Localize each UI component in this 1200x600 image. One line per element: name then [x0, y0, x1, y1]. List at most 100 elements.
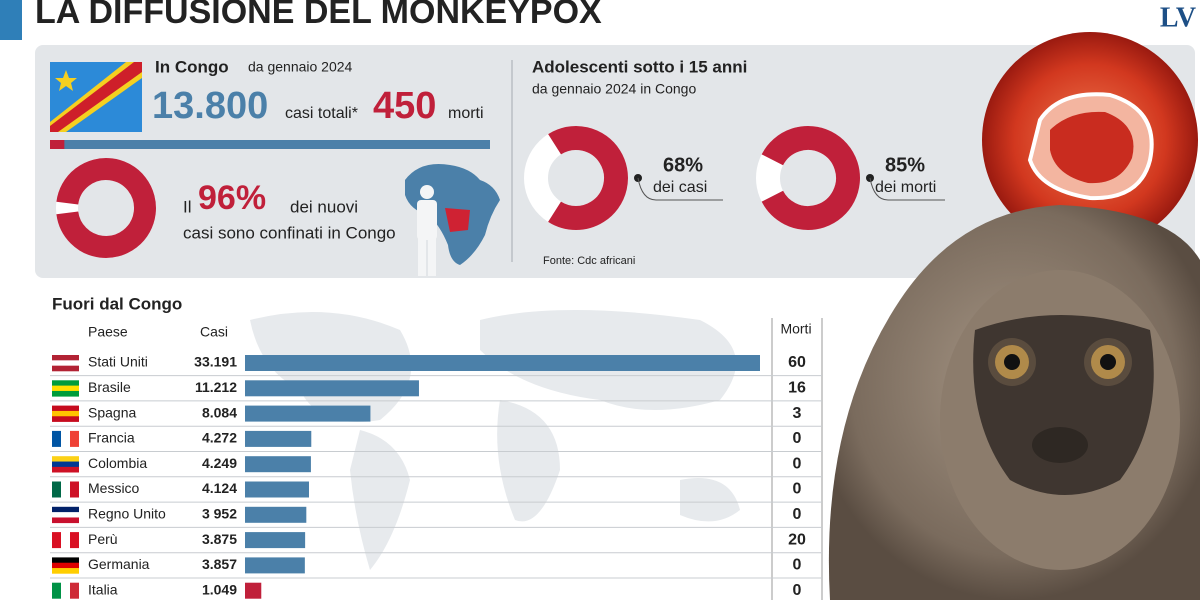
cases-bar	[245, 532, 306, 549]
congo-title: In Congo	[155, 57, 229, 76]
col-deaths: Morti	[780, 321, 811, 337]
cases-bar	[245, 430, 312, 447]
title-accent	[0, 0, 22, 40]
source: Fonte: Cdc africani	[543, 255, 635, 267]
congo-deaths: 450	[373, 85, 436, 127]
title: LA DIFFUSIONE DEL MONKEYPOX	[35, 0, 602, 31]
col-country: Paese	[88, 324, 128, 340]
flag	[52, 466, 79, 473]
flag	[52, 481, 61, 498]
donut-arc	[756, 126, 860, 230]
flag	[52, 517, 79, 524]
virus-image	[982, 32, 1198, 248]
leader-line	[869, 177, 945, 201]
deaths-value: 0	[793, 582, 802, 599]
deaths-value: 0	[793, 506, 802, 523]
flag	[52, 410, 79, 417]
congo-cases: 13.800	[152, 85, 268, 127]
flag	[52, 512, 79, 518]
flag	[70, 582, 79, 599]
share-value: 96%	[198, 179, 266, 217]
cases-bar	[50, 140, 490, 149]
cases-bar	[245, 481, 309, 498]
donut-value: 68%	[663, 154, 703, 176]
donut-text: dei casi	[653, 179, 707, 196]
donut-value: 85%	[885, 154, 925, 176]
leader-line	[637, 177, 723, 201]
deaths-value: 20	[788, 531, 806, 548]
cases-label: 8.084	[202, 404, 237, 420]
flag	[52, 557, 79, 564]
africa-map	[405, 164, 500, 276]
flag	[52, 365, 79, 372]
deaths-value: 0	[793, 455, 802, 472]
col-cases: Casi	[200, 324, 228, 340]
flag	[52, 360, 79, 366]
flag	[61, 481, 70, 498]
flag	[52, 405, 79, 412]
country-name: Italia	[88, 581, 118, 597]
deaths-value: 0	[793, 557, 802, 574]
cases-bar	[245, 506, 307, 523]
country-name: Francia	[88, 430, 135, 446]
flag	[52, 456, 79, 462]
cases-bar	[245, 405, 371, 422]
outside-title: Fuori dal Congo	[52, 294, 182, 313]
country-name: Spagna	[88, 404, 136, 420]
flag	[52, 506, 79, 513]
flag	[52, 380, 79, 386]
share-text-1: dei nuovi	[290, 197, 358, 216]
country-name: Stati Uniti	[88, 354, 148, 370]
donut-text: dei morti	[875, 179, 936, 196]
flag	[70, 532, 79, 549]
flag	[52, 461, 79, 468]
cases-label: 11.212	[195, 379, 237, 395]
flag	[52, 355, 79, 361]
congo-since: da gennaio 2024	[248, 59, 353, 75]
flag	[52, 532, 61, 549]
flag	[52, 430, 61, 447]
flag	[52, 562, 79, 569]
deaths-value: 60	[788, 354, 806, 371]
adolescents-subtitle: da gennaio 2024 in Congo	[532, 81, 696, 97]
cases-label: 4.124	[202, 480, 237, 496]
cases-label: 4.249	[202, 455, 237, 471]
share-text-2: casi sono confinati in Congo	[183, 223, 396, 242]
country-name: Colombia	[88, 455, 147, 471]
logo: LV	[1160, 2, 1196, 33]
country-name: Germania	[88, 556, 150, 572]
cases-bar	[245, 456, 311, 473]
flag	[52, 385, 79, 392]
monkey-image	[828, 205, 1200, 600]
donut-arc	[56, 157, 156, 258]
flag	[70, 481, 79, 498]
cases-label: 1.049	[202, 581, 237, 597]
flag	[52, 390, 79, 397]
cases-bar	[245, 557, 305, 574]
cases-label: 3 952	[202, 506, 237, 522]
flag	[52, 582, 61, 599]
cases-label: 4.272	[202, 430, 237, 446]
congo-flag	[50, 62, 142, 132]
cases-bar	[245, 380, 419, 397]
cases-label: 33.191	[194, 354, 237, 370]
adolescents-title: Adolescenti sotto i 15 anni	[532, 57, 747, 76]
deaths-value: 0	[793, 481, 802, 498]
deaths-bar	[50, 140, 65, 149]
cases-bar	[245, 582, 262, 599]
cases-bar	[245, 355, 760, 371]
deaths-value: 16	[788, 380, 806, 397]
share-prefix: Il	[183, 197, 192, 216]
country-name: Messico	[88, 480, 140, 496]
flag	[61, 430, 70, 447]
flag	[52, 416, 79, 422]
cases-label: 3.857	[202, 556, 237, 572]
deaths-value: 0	[793, 430, 802, 447]
cases-text: casi totali*	[285, 105, 358, 122]
flag	[61, 582, 70, 599]
donut-arc	[524, 126, 628, 230]
deaths-text: morti	[448, 105, 484, 122]
flag	[52, 568, 79, 574]
flag	[61, 532, 70, 549]
